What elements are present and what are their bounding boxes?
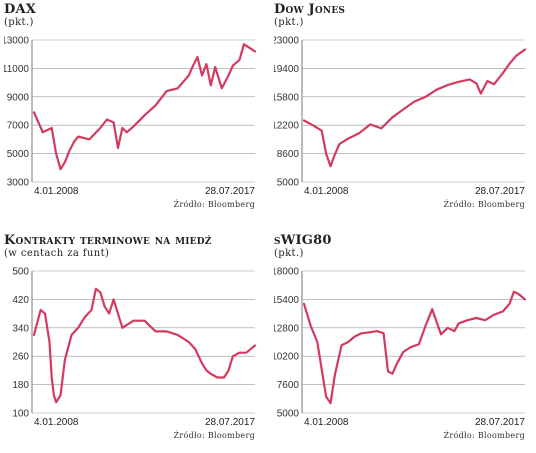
y-tick-label: 23000 — [274, 36, 299, 47]
x-end-label: 28.07.2017 — [205, 417, 255, 428]
x-start-label: 4.01.2008 — [304, 417, 349, 428]
x-end-label: 28.07.2017 — [475, 186, 525, 197]
series-line — [302, 48, 527, 168]
source-credit: Źródło: Bloomberg — [443, 431, 525, 440]
chart-subtitle: (pkt.) — [4, 17, 34, 28]
series-line — [302, 290, 527, 405]
chart-title: Dow Jones — [274, 2, 346, 17]
series-line — [32, 287, 257, 404]
chart-svg: 3000 5000 7000 9000 11000 13000 4.01.2008 28.07… — [4, 36, 257, 197]
x-end-label: 28.07.2017 — [475, 417, 525, 428]
x-start-label: 4.01.2008 — [34, 186, 79, 197]
y-tick-label: 12800 — [274, 323, 299, 334]
y-tick-label: 15800 — [274, 92, 299, 103]
source-credit: Źródło: Bloomberg — [173, 431, 255, 440]
chart-subtitle: (pkt.) — [274, 17, 304, 28]
source-credit: Źródło: Bloomberg — [443, 200, 525, 209]
chart-panel-dow-jones: Dow Jones(pkt.) 5000 8600 12200 15800 19400 23… — [274, 2, 536, 222]
y-tick-label: 260 — [12, 352, 29, 363]
y-tick-label: 5000 — [7, 149, 30, 160]
y-tick-label: 3000 — [7, 178, 30, 189]
y-tick-label: 180 — [12, 380, 29, 391]
chart-subtitle: (pkt.) — [274, 248, 304, 259]
chart-panel-dax: DAX(pkt.) 3000 5000 7000 9000 11000 13000 4.01.… — [4, 2, 266, 222]
y-tick-label: 15400 — [274, 295, 299, 306]
y-tick-label: 12200 — [274, 121, 299, 132]
chart-subtitle: (w centach za funt) — [4, 248, 110, 259]
chart-title: Kontrakty terminowe na miedź — [4, 233, 212, 248]
chart-svg: 5000 7600 10200 12800 15400 18000 4.01.2008 28.… — [274, 267, 527, 428]
y-tick-label: 420 — [12, 295, 29, 306]
chart-title: sWIG80 — [274, 233, 332, 248]
y-tick-label: 10200 — [274, 352, 299, 363]
series-line — [32, 43, 257, 171]
y-tick-label: 8600 — [277, 149, 300, 160]
chart-svg: 5000 8600 12200 15800 19400 23000 4.01.2008 28.… — [274, 36, 527, 197]
x-start-label: 4.01.2008 — [304, 186, 349, 197]
y-tick-label: 100 — [12, 409, 29, 420]
y-tick-label: 7600 — [277, 380, 300, 391]
y-tick-label: 11000 — [4, 64, 29, 75]
y-tick-label: 340 — [12, 323, 29, 334]
y-tick-label: 500 — [12, 267, 29, 278]
x-end-label: 28.07.2017 — [205, 186, 255, 197]
source-credit: Źródło: Bloomberg — [173, 200, 255, 209]
chart-panel-copper: Kontrakty terminowe na miedź (w centach z… — [4, 233, 266, 453]
y-tick-label: 9000 — [7, 92, 30, 103]
y-tick-label: 19400 — [274, 64, 299, 75]
chart-svg: 100 180 260 340 420 500 4.01.2008 28.07.2017 — [12, 267, 257, 428]
chart-title: DAX — [4, 2, 37, 17]
y-tick-label: 5000 — [277, 409, 300, 420]
y-tick-label: 7000 — [7, 121, 30, 132]
y-tick-label: 18000 — [274, 267, 299, 278]
x-start-label: 4.01.2008 — [34, 417, 79, 428]
chart-panel-swig80: sWIG80(pkt.) 5000 7600 10200 12800 15400 18000… — [274, 233, 536, 453]
y-tick-label: 5000 — [277, 178, 300, 189]
y-tick-label: 13000 — [4, 36, 29, 47]
